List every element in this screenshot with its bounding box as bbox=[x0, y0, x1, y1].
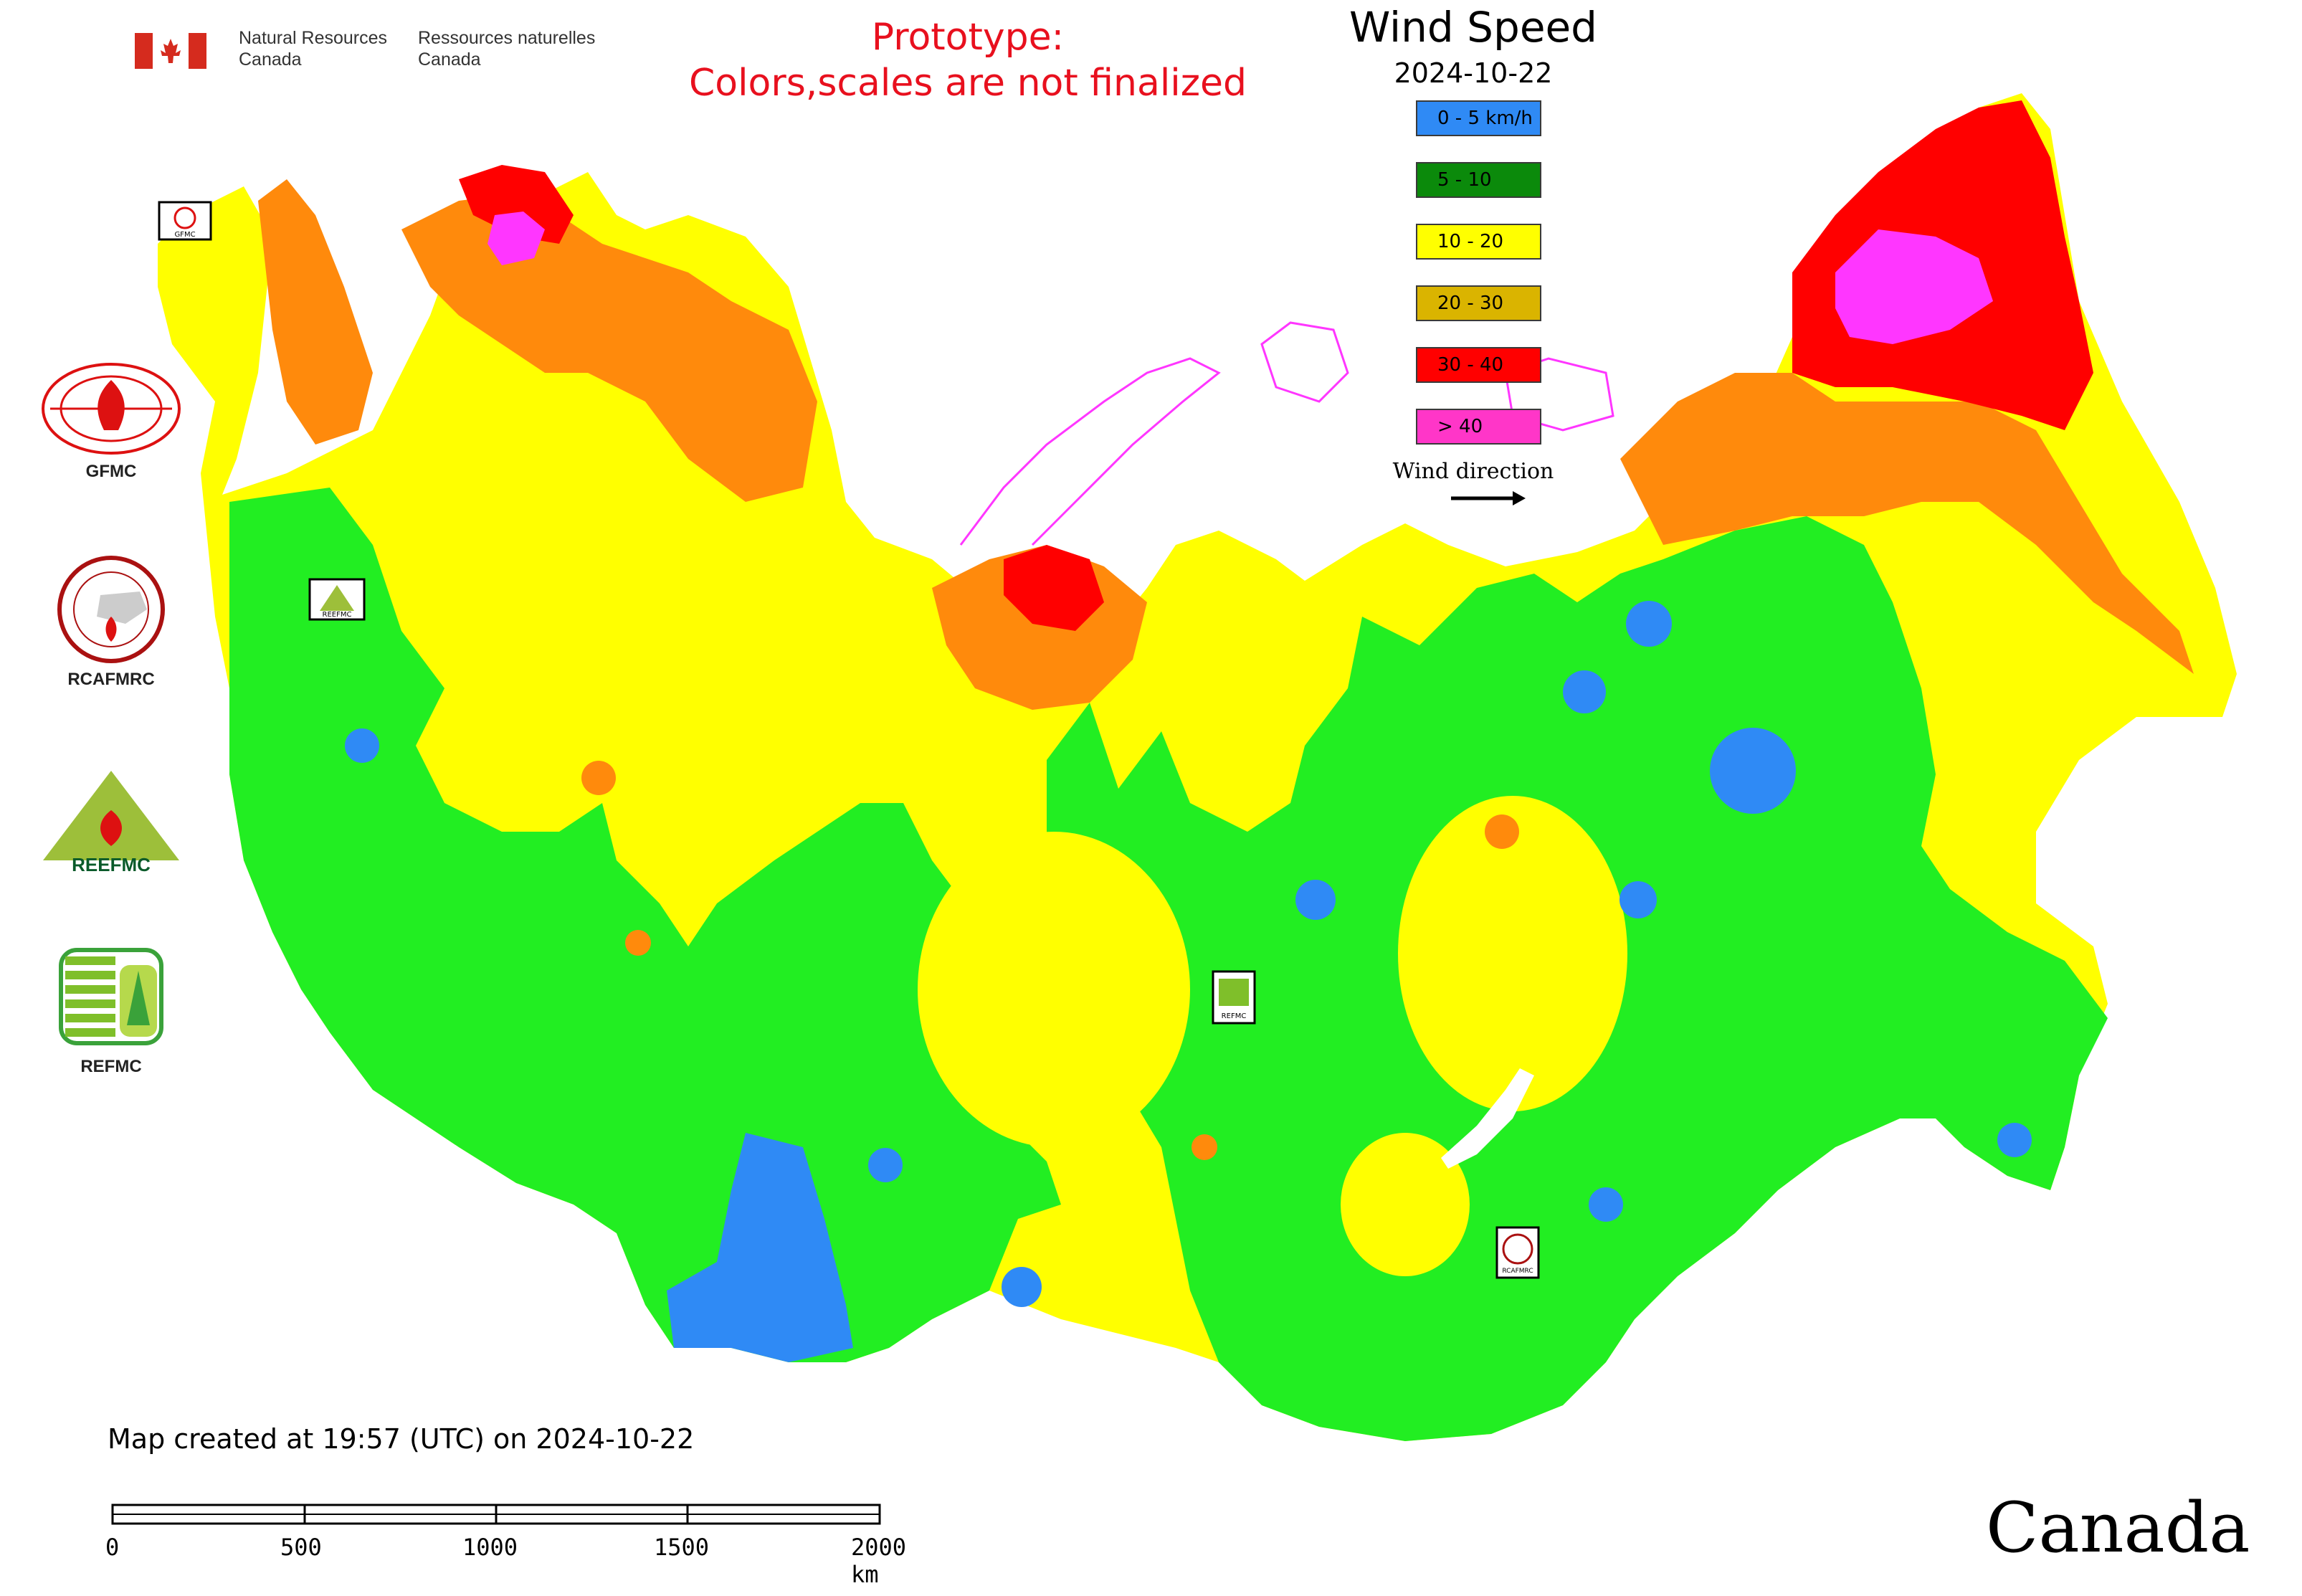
zone-fresh-kola bbox=[401, 194, 817, 502]
calm-spot bbox=[1563, 670, 1606, 713]
marker-rcafmrc-label: RCAFMRC bbox=[1502, 1268, 1533, 1275]
legend-swatch-strong: 30 - 40 bbox=[1416, 347, 1541, 383]
zone-moderate-east bbox=[1398, 796, 1627, 1111]
wind-direction-label: Wind direction bbox=[1392, 459, 1554, 484]
calm-spot bbox=[1620, 881, 1657, 918]
scale-label-500: 500 bbox=[280, 1534, 322, 1561]
reefmc-logo-block: REEFMC bbox=[36, 767, 186, 878]
fresh-spot bbox=[625, 930, 651, 956]
legend: Wind Speed 2024-10-22 0 - 5 km/h 5 - 10 … bbox=[1333, 0, 1613, 516]
legend-swatch-gale: > 40 bbox=[1416, 409, 1541, 445]
refmc-logo-block: REFMC bbox=[36, 946, 186, 1077]
marker-refmc-label: REFMC bbox=[1222, 1012, 1247, 1020]
scale-label-2000: 2000 km bbox=[851, 1534, 907, 1588]
canada-wordmark: Canada bbox=[1986, 1488, 2250, 1568]
calm-spot bbox=[1710, 728, 1796, 814]
zone-gale-chukotka bbox=[1835, 229, 1993, 344]
government-signature: Natural Resources Canada Ressources natu… bbox=[135, 27, 622, 77]
calm-spot bbox=[1002, 1267, 1042, 1307]
scale-bar-graphic bbox=[111, 1504, 881, 1525]
zone-calm-southwest bbox=[667, 1133, 853, 1362]
scale-label-1500: 1500 bbox=[654, 1534, 710, 1561]
rcafmrc-caption: RCAFMRC bbox=[67, 670, 155, 689]
legend-swatch-fresh: 20 - 30 bbox=[1416, 285, 1541, 321]
marker-rcafmrc-icon bbox=[1502, 1233, 1533, 1265]
zone-fresh-northwest bbox=[258, 179, 373, 445]
reefmc-logo: REEFMC bbox=[43, 771, 179, 875]
calm-spot bbox=[1997, 1123, 2032, 1157]
reefmc-wordmark: REEFMC bbox=[72, 854, 151, 875]
fresh-spot bbox=[1192, 1134, 1217, 1160]
calm-spot bbox=[1295, 880, 1336, 920]
prototype-notice-line2: Colors,scales are not finalized bbox=[688, 62, 1247, 105]
marker-gfmc-label: GFMC bbox=[174, 231, 195, 239]
zone-strong-kola bbox=[459, 165, 574, 244]
calm-spot bbox=[868, 1148, 903, 1182]
prototype-notice-line1: Prototype: bbox=[871, 16, 1065, 59]
department-name-english: Natural Resources Canada bbox=[239, 28, 388, 70]
legend-title: Wind Speed bbox=[1349, 3, 1598, 52]
fresh-spot bbox=[581, 761, 616, 795]
department-name-french: Ressources naturelles Canada bbox=[418, 28, 596, 70]
marker-refmc-icon bbox=[1219, 979, 1249, 1006]
lake-baikal bbox=[1441, 1068, 1534, 1169]
legend-date: 2024-10-22 bbox=[1394, 57, 1553, 89]
zone-strong-novaya bbox=[1004, 545, 1104, 631]
zone-gale-kola bbox=[487, 212, 545, 265]
island-severnaya bbox=[1260, 321, 1349, 403]
gfmc-logo bbox=[42, 363, 181, 455]
rcafmrc-logo bbox=[57, 556, 165, 663]
rcafmrc-logo-block: RCAFMRC bbox=[36, 552, 186, 690]
zone-moderate-south bbox=[1341, 1133, 1470, 1276]
scale-label-1000: 1000 bbox=[462, 1534, 518, 1561]
calm-spot bbox=[345, 728, 379, 763]
zone-light-west bbox=[229, 488, 1061, 1362]
refmc-logo bbox=[59, 948, 163, 1045]
fresh-spot bbox=[1485, 814, 1519, 849]
canada-flag-icon bbox=[135, 33, 206, 69]
scale-label-0: 0 bbox=[105, 1534, 120, 1561]
gfmc-logo-block: GFMC bbox=[36, 358, 186, 482]
legend-swatch-moderate: 10 - 20 bbox=[1416, 224, 1541, 260]
gfmc-caption: GFMC bbox=[85, 462, 137, 481]
wind-direction-arrow-icon bbox=[1451, 491, 1526, 505]
calm-spot bbox=[1589, 1187, 1623, 1222]
scale-bar: 0 500 1000 1500 2000 km bbox=[105, 1502, 906, 1588]
legend-swatch-calm: 0 - 5 km/h bbox=[1416, 100, 1541, 136]
calm-spot bbox=[1626, 601, 1672, 647]
marker-reefmc-label: REEFMC bbox=[323, 611, 352, 619]
legend-swatch-light: 5 - 10 bbox=[1416, 162, 1541, 198]
marker-reefmc-icon bbox=[320, 585, 354, 611]
zone-moderate-central bbox=[918, 832, 1190, 1147]
prototype-notice: Prototype: Colors,scales are not finaliz… bbox=[645, 14, 1290, 106]
island-novaya-zemlya bbox=[959, 357, 1221, 546]
marker-gfmc-icon bbox=[173, 206, 196, 229]
map-created-timestamp: Map created at 19:57 (UTC) on 2024-10-22 bbox=[108, 1423, 695, 1455]
zone-fresh-chukotka bbox=[1620, 373, 2194, 674]
refmc-caption: REFMC bbox=[80, 1057, 142, 1076]
